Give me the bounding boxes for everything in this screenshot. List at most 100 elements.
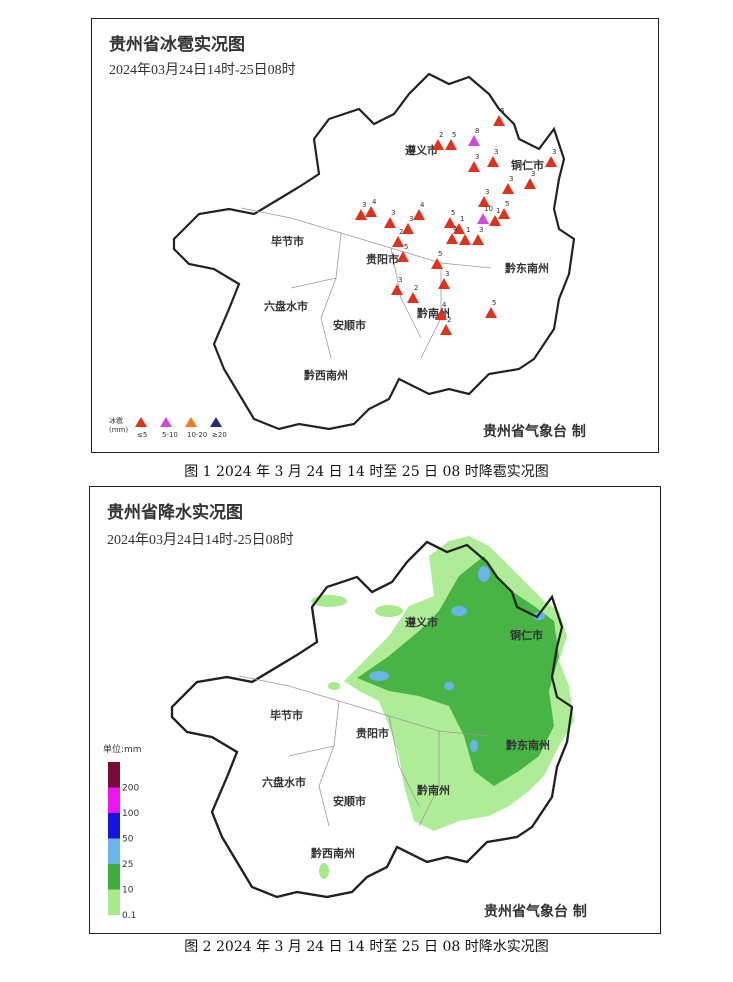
hail-value: 3: [475, 153, 479, 161]
hail-value: 1: [496, 207, 500, 215]
legend-symbol: [185, 417, 197, 427]
hail-marker: [407, 292, 419, 303]
hail-map: 贵州省冰雹实况图 2024年03月24日14时-25日08时 贵州省气象台 制 …: [91, 18, 659, 453]
credit: 贵州省气象台 制: [483, 423, 586, 440]
hail-marker: [477, 213, 489, 224]
hail-value: 2: [439, 131, 443, 139]
hail-value: 3: [479, 226, 483, 234]
hail-value: 4: [453, 225, 458, 233]
hail-value: 3: [494, 148, 498, 156]
hail-marker: [432, 139, 444, 150]
city-label: 安顺市: [333, 318, 366, 332]
hail-marker: [446, 233, 458, 244]
map-title: 贵州省降水实况图: [107, 502, 243, 523]
credit: 贵州省气象台 制: [484, 903, 587, 920]
city-label: 六盘水市: [264, 299, 308, 313]
hail-marker: [478, 196, 490, 207]
legend-color: [108, 864, 120, 890]
hail-value: 3: [391, 209, 395, 217]
hail-value: 3: [509, 175, 513, 183]
legend-symbol: [135, 417, 147, 427]
legend-label: 5-10: [162, 431, 178, 439]
map-subtitle: 2024年03月24日14时-25日08时: [107, 532, 294, 548]
city-label: 遵义市: [405, 143, 438, 157]
map-subtitle: 2024年03月24日14时-25日08时: [109, 62, 296, 78]
city-label: 铜仁市: [510, 158, 544, 172]
province-outline: [170, 540, 574, 899]
legend-color: [108, 889, 120, 915]
legend-tick: 25: [122, 860, 133, 870]
hail-marker: [498, 208, 510, 219]
hail-marker: [438, 278, 450, 289]
city-label: 六盘水市: [262, 775, 306, 789]
legend-symbol: [210, 417, 222, 427]
rain-map: 贵州省降水实况图 2024年03月24日14时-25日08时 贵州省气象台 制 …: [89, 486, 661, 934]
legend-tick: 10: [122, 886, 134, 896]
map-title: 贵州省冰雹实况图: [109, 34, 245, 55]
hail-marker: [402, 223, 414, 234]
legend-label: ≤5: [137, 431, 147, 439]
hail-value: 3: [531, 170, 535, 178]
city-label: 遵义市: [405, 615, 438, 629]
hail-value: 6: [500, 107, 505, 115]
hail-marker: [397, 251, 409, 262]
hail-value: 1: [466, 226, 470, 234]
hail-value: 5: [404, 243, 408, 251]
hail-marker: [440, 324, 452, 335]
legend-tick: 50: [122, 835, 134, 845]
legend-color: [108, 762, 120, 788]
hail-marker: [468, 135, 480, 146]
legend-unit: 单位:mm: [103, 743, 142, 755]
boundary: [238, 675, 490, 827]
hail-marker: [413, 209, 425, 220]
hail-value: 5: [492, 299, 496, 307]
city-label: 贵阳市: [356, 726, 389, 740]
hail-marker: [384, 217, 396, 228]
hail-value: 3: [445, 270, 449, 278]
hail-value: 2: [399, 228, 403, 236]
hail-marker: [468, 161, 480, 172]
hail-marker: [355, 209, 367, 220]
hail-marker: [445, 139, 457, 150]
hail-marker: [487, 156, 499, 167]
hail-value: 5: [452, 131, 456, 139]
hail-value: 3: [552, 148, 556, 156]
city-label: 毕节市: [271, 234, 304, 248]
hail-value: 8: [475, 127, 479, 135]
caption: 图 2 2024 年 3 月 24 日 14 时至 25 日 08 时降水实况图: [184, 939, 549, 955]
boundary: [240, 207, 492, 359]
rain-areas: [311, 536, 574, 879]
legend-tick: 200: [122, 784, 139, 794]
hail-marker: [502, 183, 514, 194]
hail-value: 5: [451, 209, 455, 217]
hail-marker: [391, 284, 403, 295]
legend-tick: 0.1: [122, 911, 136, 921]
hail-value: 3: [398, 276, 402, 284]
city-label: 贵阳市: [366, 252, 399, 266]
city-label: 黔南州: [417, 783, 450, 797]
hail-marker: [489, 215, 501, 226]
caption: 图 1 2024 年 3 月 24 日 14 时至 25 日 08 时降雹实况图: [184, 464, 549, 480]
legend-label: 10-20: [187, 431, 207, 439]
hail-marker: [392, 236, 404, 247]
legend-tick: 100: [122, 809, 139, 819]
hail-marker: [435, 309, 447, 320]
hail-marker: [459, 234, 471, 245]
hail-marker: [493, 115, 505, 126]
hail-value: 3: [362, 201, 366, 209]
hail-value: 2: [447, 316, 451, 324]
hail-marker: [453, 223, 465, 234]
legend-title: (mm): [109, 426, 128, 434]
hail-marker: [472, 234, 484, 245]
hail-marker: [431, 258, 443, 269]
city-label: 安顺市: [333, 794, 366, 808]
legend-color: [108, 838, 120, 864]
hail-marker: [365, 206, 377, 217]
hail-value: 3: [409, 215, 413, 223]
legend-color: [108, 813, 120, 839]
city-label: 毕节市: [270, 708, 303, 722]
legend-title: 冰雹: [109, 416, 123, 425]
city-label: 黔西南州: [311, 846, 355, 860]
city-label: 黔西南州: [304, 368, 348, 382]
